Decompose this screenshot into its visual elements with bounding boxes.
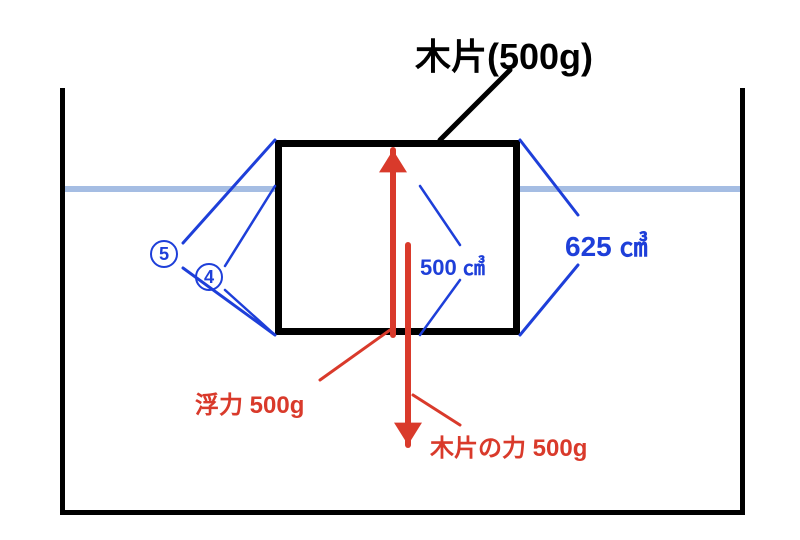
tank-left: [60, 88, 65, 515]
tank-right: [740, 88, 745, 515]
tank-bottom: [60, 510, 745, 515]
buoyancy-label: 浮力 500g: [195, 385, 304, 420]
marker-5-text: 5: [159, 244, 169, 265]
block-title: 木片(500g): [415, 28, 593, 80]
total-volume-label: 625 ㎤: [565, 225, 648, 265]
marker-5: 5: [150, 240, 178, 268]
wood-block: [275, 140, 520, 335]
weight-label: 木片の力 500g: [430, 428, 587, 463]
submerged-volume-label: 500 ㎤: [420, 250, 485, 282]
marker-4: 4: [195, 263, 223, 291]
marker-4-text: 4: [204, 267, 214, 288]
